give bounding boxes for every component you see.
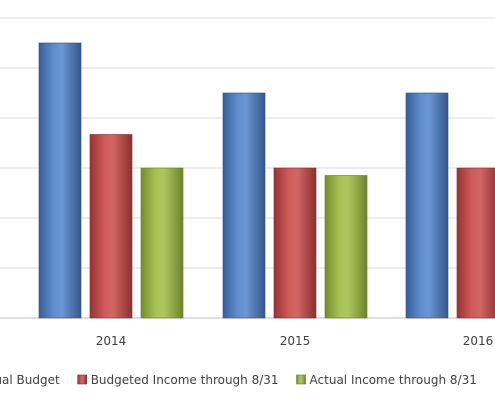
bar-2016-series-2 xyxy=(456,167,495,319)
bar-2014-series-1 xyxy=(38,42,82,319)
bar-2016-series-1 xyxy=(405,92,449,319)
legend-swatch xyxy=(77,374,87,385)
bar-2014-series-2 xyxy=(89,134,133,319)
bars xyxy=(38,42,495,319)
legend: Annual Budget Budgeted Income through 8/3… xyxy=(0,373,477,387)
bar-2014-series-3 xyxy=(140,167,184,319)
legend-label: Budgeted Income through 8/31 xyxy=(91,373,279,387)
bar-2015-series-2 xyxy=(273,167,317,319)
x-tick-label: 2016 xyxy=(463,334,494,348)
x-tick-label: 2015 xyxy=(280,334,311,348)
legend-label: Actual Income through 8/31 xyxy=(310,373,477,387)
bar-2015-series-1 xyxy=(222,92,266,319)
x-axis-tick-labels: 2014 2015 2016 xyxy=(96,334,494,348)
legend-label: Annual Budget xyxy=(0,373,60,387)
legend-swatch xyxy=(296,374,306,385)
x-tick-label: 2014 xyxy=(96,334,127,348)
bar-2015-series-3 xyxy=(324,175,368,319)
